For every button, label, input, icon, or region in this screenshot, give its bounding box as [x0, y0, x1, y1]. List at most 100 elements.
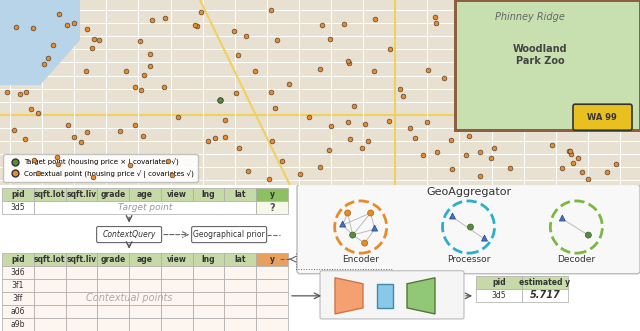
Bar [161, 292, 193, 305]
Point [398, 93, 408, 98]
Text: Contextual points: Contextual points [86, 293, 172, 303]
Point [69, 134, 79, 140]
Point [215, 98, 225, 103]
Point [363, 138, 373, 144]
Bar [65, 305, 97, 318]
Point [357, 145, 367, 151]
Bar [193, 188, 225, 202]
Text: 5.717: 5.717 [530, 290, 561, 300]
Point [89, 36, 99, 41]
Point [577, 169, 587, 174]
Circle shape [362, 240, 367, 246]
Text: ?: ? [269, 203, 275, 213]
Text: 3d5: 3d5 [11, 204, 25, 213]
Point [69, 21, 79, 26]
Bar [225, 305, 256, 318]
Polygon shape [0, 0, 80, 85]
Text: y: y [269, 190, 275, 199]
Point [196, 9, 206, 15]
Bar [34, 188, 65, 202]
Point [54, 11, 65, 16]
Polygon shape [340, 221, 346, 227]
Point [136, 88, 146, 93]
Point [53, 162, 63, 167]
Bar [129, 253, 161, 266]
Point [270, 105, 280, 111]
Bar [129, 305, 161, 318]
Bar [97, 305, 129, 318]
Bar [455, 0, 640, 130]
Circle shape [367, 210, 374, 216]
Text: lat: lat [235, 190, 246, 199]
Point [173, 114, 183, 119]
Bar [225, 318, 256, 331]
Point [145, 63, 155, 69]
Polygon shape [407, 278, 435, 314]
Text: sqft.lot: sqft.lot [34, 190, 65, 199]
Bar [129, 266, 161, 279]
Point [129, 84, 140, 89]
Bar [34, 202, 256, 214]
Bar [34, 253, 65, 266]
Circle shape [349, 232, 356, 238]
Point [566, 152, 576, 157]
Bar [193, 318, 225, 331]
Bar [2, 292, 34, 305]
Text: a06: a06 [11, 307, 25, 316]
Point [28, 25, 38, 31]
Text: a9b: a9b [11, 320, 25, 329]
Bar [2, 188, 34, 202]
Bar [256, 318, 288, 331]
Bar [256, 266, 288, 279]
Point [324, 36, 335, 41]
Point [439, 75, 449, 80]
Point [63, 122, 73, 127]
Point [39, 61, 49, 67]
Point [486, 156, 497, 161]
Bar [256, 279, 288, 292]
Point [220, 134, 230, 139]
Point [192, 23, 202, 28]
Circle shape [345, 210, 351, 216]
Point [81, 68, 91, 73]
Point [345, 136, 355, 141]
Point [29, 157, 39, 162]
Point [431, 150, 442, 155]
Point [232, 52, 243, 57]
Bar [193, 266, 225, 279]
Polygon shape [372, 225, 378, 231]
Bar [97, 279, 129, 292]
Text: WA 99: WA 99 [587, 113, 617, 122]
Bar [455, 0, 640, 130]
Point [163, 159, 173, 164]
Text: sqft.liv: sqft.liv [67, 255, 97, 264]
Polygon shape [559, 215, 565, 221]
Point [557, 166, 567, 171]
Point [266, 90, 276, 95]
Point [324, 148, 335, 153]
Bar [97, 266, 129, 279]
Point [115, 128, 125, 134]
Point [344, 60, 354, 66]
FancyBboxPatch shape [191, 226, 267, 243]
Bar [225, 266, 256, 279]
Point [203, 138, 213, 144]
Point [277, 158, 287, 163]
Point [339, 22, 349, 27]
Polygon shape [481, 235, 488, 241]
Point [87, 46, 97, 51]
Text: grade: grade [100, 255, 126, 264]
Point [317, 22, 328, 27]
Point [33, 111, 43, 116]
Point [564, 148, 574, 153]
Point [44, 56, 54, 61]
Text: age: age [137, 190, 153, 199]
Point [272, 38, 282, 43]
Point [431, 20, 442, 25]
Bar [65, 279, 97, 292]
Point [190, 22, 200, 27]
Bar [225, 253, 256, 266]
Circle shape [586, 232, 591, 238]
Text: pid: pid [11, 190, 25, 199]
Bar [256, 253, 288, 266]
